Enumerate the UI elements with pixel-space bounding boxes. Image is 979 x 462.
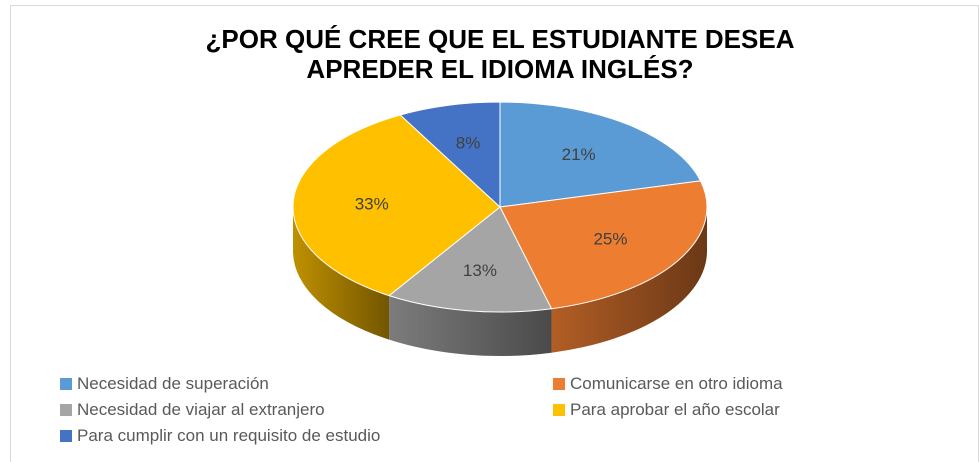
pie-slice bbox=[499, 180, 708, 310]
pie-side bbox=[389, 295, 552, 356]
legend-label: Comunicarse en otro idioma bbox=[570, 374, 783, 393]
legend-swatch bbox=[553, 404, 565, 416]
pie-slice bbox=[399, 101, 501, 209]
pie-slice bbox=[292, 114, 501, 297]
legend-item: Para cumplir con un requisito de estudio bbox=[60, 426, 380, 446]
chart-title: ¿POR QUÉ CREE QUE EL ESTUDIANTE DESEA AP… bbox=[205, 24, 795, 84]
pie-side bbox=[293, 207, 390, 340]
legend-label: Necesidad de superación bbox=[77, 374, 269, 393]
data-label: 13% bbox=[463, 261, 497, 280]
data-label: 25% bbox=[593, 230, 627, 249]
pie-side bbox=[551, 207, 707, 353]
legend-item: Necesidad de viajar al extranjero bbox=[60, 400, 325, 420]
data-label: 8% bbox=[456, 133, 481, 152]
legend-item: Necesidad de superación bbox=[60, 374, 269, 394]
legend-swatch bbox=[60, 430, 72, 442]
data-label: 21% bbox=[562, 145, 596, 164]
legend-label: Para cumplir con un requisito de estudio bbox=[77, 426, 381, 445]
legend-label: Necesidad de viajar al extranjero bbox=[77, 400, 325, 419]
data-label: 33% bbox=[355, 194, 389, 213]
legend-swatch bbox=[60, 378, 72, 390]
legend-item: Para aprobar el año escolar bbox=[553, 400, 780, 420]
legend-item: Comunicarse en otro idioma bbox=[553, 374, 783, 394]
pie-slice bbox=[388, 206, 553, 313]
legend-swatch bbox=[60, 404, 72, 416]
legend-swatch bbox=[553, 378, 565, 390]
pie-slice bbox=[499, 101, 702, 208]
legend-label: Para aprobar el año escolar bbox=[570, 400, 780, 419]
